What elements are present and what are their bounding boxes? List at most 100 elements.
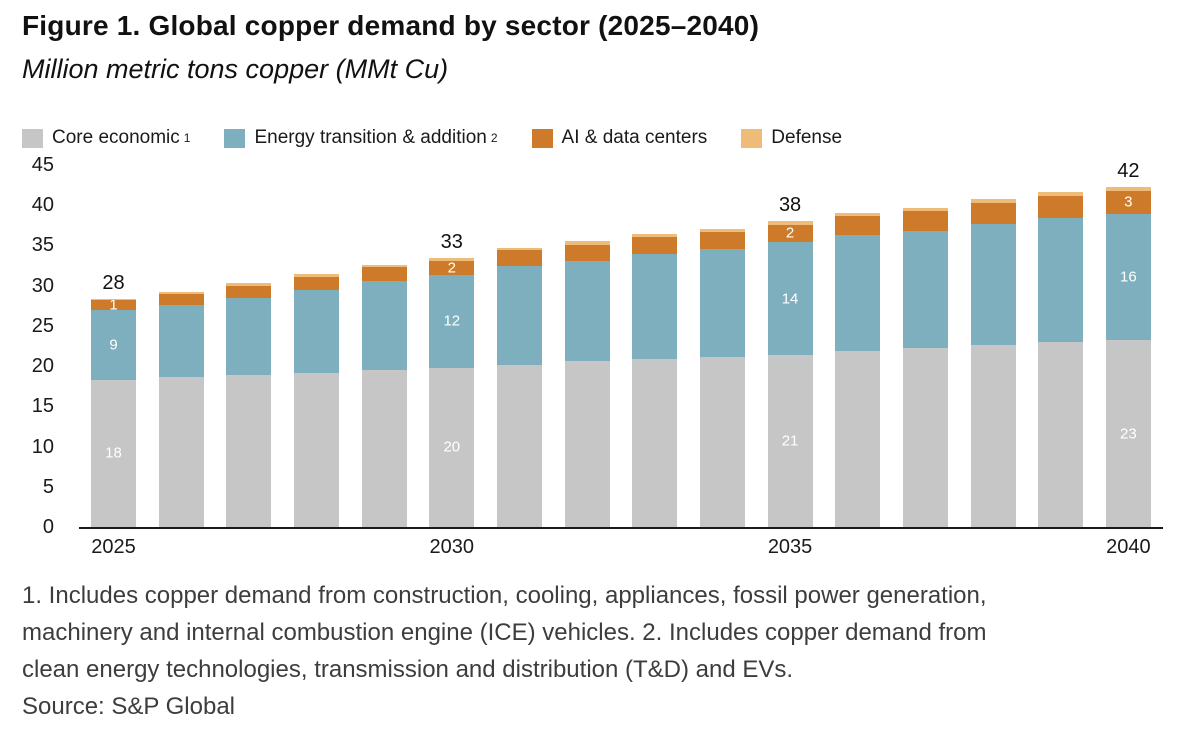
bar-segment-ai [158,293,204,306]
bar-segment-label: 3 [1124,193,1133,211]
bar-stack [902,207,948,527]
bar [564,167,610,527]
bar-total-label: 38 [778,194,802,217]
bar-stack: 21 14 2 [767,221,813,527]
bar-segment-energy [970,223,1016,346]
bar-segment-label: 2 [785,224,795,242]
legend-superscript: 2 [490,131,498,145]
bar-segment-defense [902,207,948,211]
y-tick-label: 45 [31,154,54,176]
x-tick-label: 2035 [767,536,813,558]
bar-segment-energy [293,289,339,373]
bar-stack [496,247,542,527]
bar-stack [835,212,881,527]
bar-segment-defense [1105,186,1151,191]
bar [632,167,678,527]
legend-item-core: Core economic 1 [22,127,190,149]
figure-subtitle: Million metric tons copper (MMt Cu) [22,54,449,84]
bar [361,167,407,527]
x-tick-label [497,536,542,559]
bar-segment-ai [361,267,407,281]
bar-segment-defense [767,221,813,225]
bar-stack [293,274,339,527]
legend-item-defense: Defense [741,127,842,149]
bar-segment-energy [226,297,272,375]
bar-segment-label: 23 [1120,425,1137,443]
bar-segment-core: 21 [767,354,813,527]
bar-segment-ai [564,244,610,261]
bar-segment-energy [496,266,542,365]
bar-stack [699,228,745,527]
bar-segment-defense [429,258,475,261]
bar-segment-label: 18 [105,444,122,462]
bar-segment-defense [564,241,610,245]
legend-label: Defense [771,127,843,148]
legend-superscript: 1 [183,131,191,145]
x-tick-label [159,536,204,559]
bar-stack [970,198,1016,527]
bar-segment-label: 16 [1120,268,1137,286]
bar [902,167,948,527]
bar: 28 18 9 1 [91,167,136,527]
bar-segment-label: 21 [781,432,799,450]
bar-segment-defense [361,264,407,268]
bar [496,167,542,527]
x-tick-label [226,536,271,559]
bar-segment-core [902,348,948,527]
y-tick-label: 10 [31,435,54,458]
bar-segment-core [699,357,745,527]
plot-area: 0 5 10 15 20 25 30 35 40 45 28 18 9 1 33 20 12 2 38 21 14 2 4… [32,155,1163,537]
bar-segment-label: 14 [781,290,799,308]
bar-stack [361,264,407,527]
x-tick-label [835,536,880,559]
bar-segment-energy [361,280,407,371]
bar-segment-core: 18 [91,379,136,527]
bar-segment-energy: 12 [429,275,475,368]
bar-segment-energy: 14 [767,242,813,355]
x-tick-label [700,536,745,559]
legend-label: Energy transition & addition [254,127,487,148]
y-tick-label: 25 [31,314,54,337]
bar-segment-ai [1038,195,1084,219]
bar-segment-core [564,361,610,527]
bar-segment-ai: 1 [91,297,136,312]
bar-segment-label: 12 [443,312,461,330]
bars: 28 18 9 1 33 20 12 2 38 21 14 2 42 23 16 3 [79,161,1163,527]
bar-segment-defense [293,274,339,277]
bar-stack [226,283,272,527]
bar-total-label: 33 [440,231,463,254]
x-tick-label [362,536,407,559]
bar-segment-ai [835,215,881,236]
bar-segment-ai [970,202,1016,224]
bar-total-label: 42 [1117,159,1140,182]
bar-segment-label: 20 [443,438,461,456]
legend-swatch [224,128,246,148]
bar-segment-energy [632,254,678,359]
y-axis: 0 5 10 15 20 25 30 35 40 45 [22,155,64,537]
legend-item-ai: AI & data centers [531,127,707,149]
legend-swatch [22,128,43,148]
y-tick-label: 35 [31,234,54,257]
x-tick-label [632,536,677,559]
bar-segment-ai: 3 [1105,190,1151,215]
bar-segment-label: 9 [109,336,118,354]
x-tick-label [903,536,948,559]
bar-segment-core [632,358,678,527]
bar [226,167,272,527]
y-tick-label: 15 [31,395,54,418]
bar-stack: 20 12 2 [429,258,475,527]
bar [293,167,339,527]
bar-segment-energy [835,235,881,351]
x-tick-label [565,536,610,559]
figure-source: Source: S&P Global [22,692,236,720]
bar-segment-defense [158,292,204,294]
bar-segment-core [496,364,542,527]
bar [835,167,881,527]
figure: Figure 1. Global copper demand by sector… [22,10,1163,720]
bar-segment-energy: 9 [91,309,136,380]
bar: 38 21 14 2 [767,167,813,527]
figure-title: Figure 1. Global copper demand by sector… [22,10,760,41]
bar [1038,167,1084,527]
legend-item-energy: Energy transition & addition 2 [224,127,498,149]
x-tick-label: 2030 [429,536,475,558]
